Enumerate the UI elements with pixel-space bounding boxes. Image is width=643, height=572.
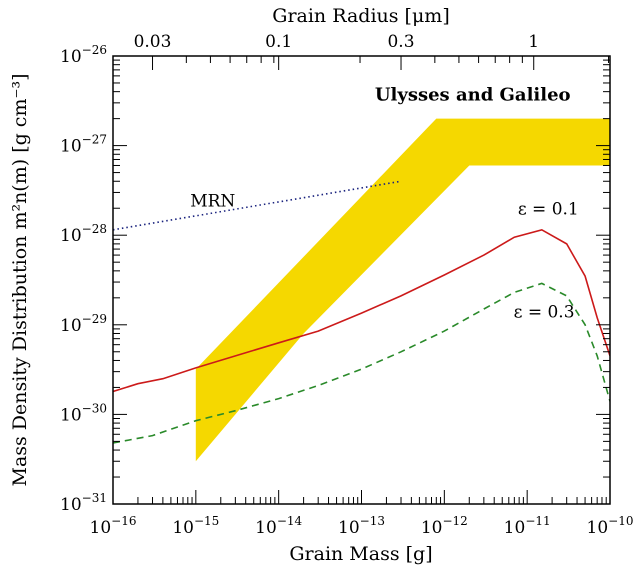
tick-labels: 10−16 10−15 10−14 10−13 10−12 10−11 10−10 10−31…	[60, 32, 633, 538]
ulysses-galileo-band	[195, 118, 610, 462]
x-tick-label-10: 10−10	[587, 514, 634, 538]
x-tick-label-13: 10−13	[338, 514, 385, 538]
y-tick-label-28: 10−28	[60, 222, 107, 246]
annotation-eps03: ε = 0.3	[514, 303, 575, 323]
annotation-eps01: ε = 0.1	[518, 200, 579, 220]
y-tick-label-26: 10−26	[60, 43, 107, 67]
x-tick-label-11: 10−11	[504, 514, 551, 538]
series-eps01-line	[113, 228, 610, 393]
x-tick-label-15: 10−15	[172, 514, 219, 538]
x-tick-label-12: 10−12	[421, 514, 468, 538]
plot-area	[113, 118, 610, 462]
annotations: MRN Ulysses and Galileo ε = 0.1 ε = 0.3	[190, 84, 579, 322]
x-axis-title: Grain Mass [g]	[289, 543, 432, 565]
top-tick-label-0-3: 0.3	[387, 32, 414, 52]
top-tick-label-0-1: 0.1	[265, 32, 292, 52]
series-mrn-line	[113, 180, 402, 231]
x-tick-label-14: 10−14	[255, 514, 302, 538]
annotation-band: Ulysses and Galileo	[375, 84, 571, 105]
series-layer	[113, 180, 610, 444]
top-axis-title: Grain Radius [μm]	[272, 5, 449, 27]
x-tick-label-16: 10−16	[90, 514, 137, 538]
y-tick-label-29: 10−29	[60, 312, 107, 336]
top-tick-label-0-03: 0.03	[134, 32, 172, 52]
y-tick-label-31: 10−31	[60, 491, 107, 515]
series-eps03-line	[113, 282, 610, 444]
y-axis-title: Mass Density Distribution m²n(m) [g cm⁻³…	[9, 73, 31, 486]
ticks	[112, 56, 611, 505]
annotation-mrn: MRN	[190, 191, 235, 211]
y-tick-label-27: 10−27	[60, 133, 107, 157]
y-tick-label-30: 10−30	[60, 401, 107, 425]
top-tick-label-1: 1	[528, 32, 539, 52]
